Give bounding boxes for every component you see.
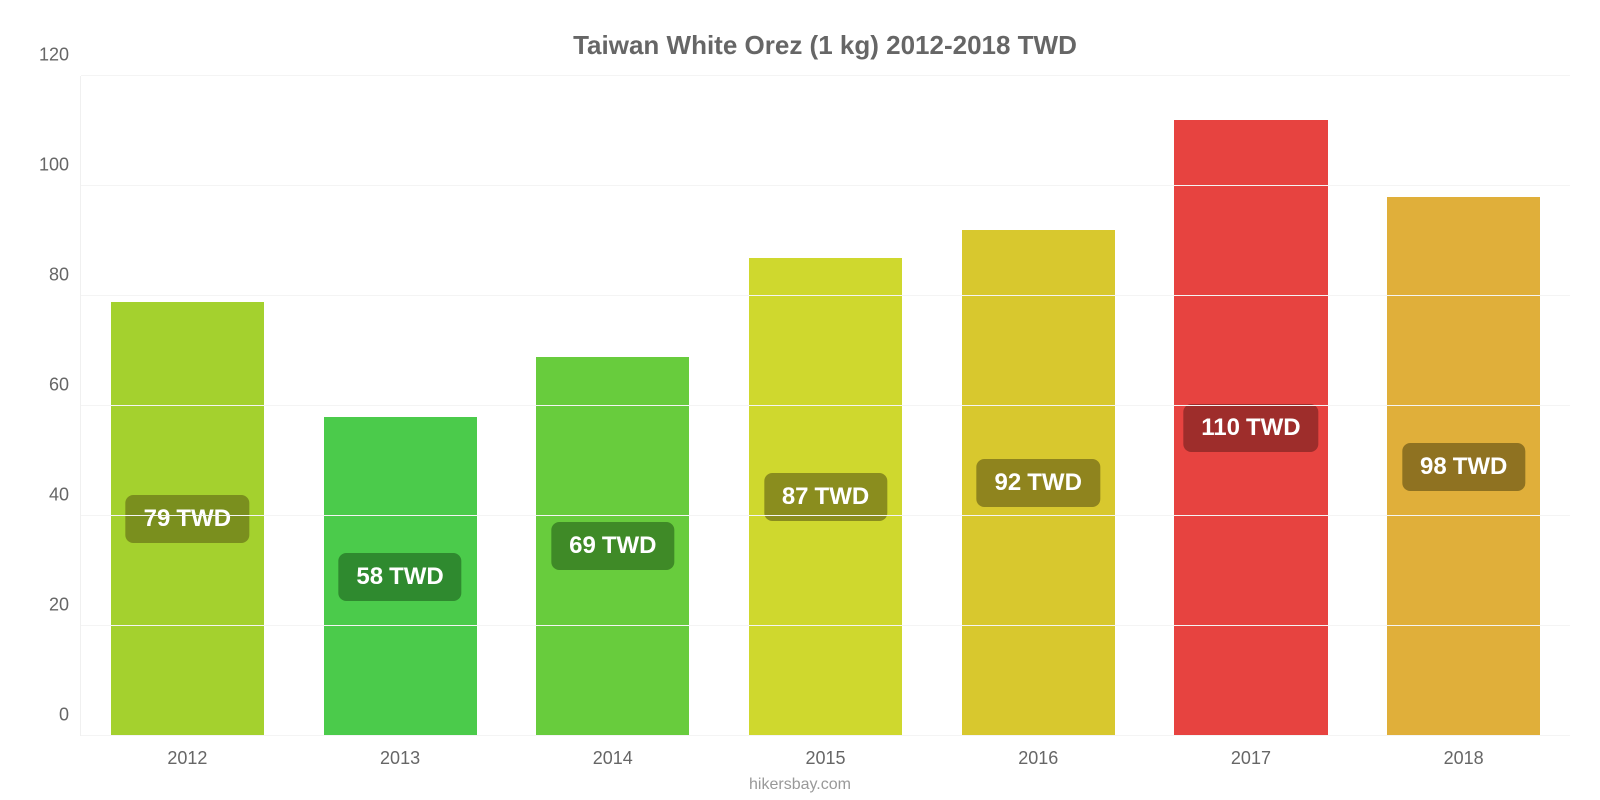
bar-slot: 69TWD [506,76,719,736]
y-tick-label: 120 [39,45,81,66]
y-tick-label: 0 [59,705,81,726]
bar-currency: TWD [389,563,444,591]
bar-value: 69 [569,532,596,560]
bar-value-label: 98TWD [1402,443,1525,491]
gridline [81,75,1570,76]
bar: 87TWD [749,258,902,737]
bar-value: 58 [356,563,383,591]
y-tick-label: 40 [49,485,81,506]
bar-currency: TWD [815,483,870,511]
bar-value: 87 [782,483,809,511]
bar-value: 110 [1201,414,1240,442]
bar-value: 92 [995,469,1022,497]
bar: 58TWD [324,417,477,736]
y-tick-label: 80 [49,265,81,286]
source-attribution: hikersbay.com [0,776,1600,794]
bar-currency: TWD [176,505,231,533]
x-tick-label: 2013 [294,748,507,769]
chart-container: Taiwan White Orez (1 kg) 2012-2018 TWD 7… [0,0,1600,800]
bar: 98TWD [1387,197,1540,736]
plot-area: 79TWD58TWD69TWD87TWD92TWD110TWD98TWD 201… [80,76,1570,736]
gridline [81,185,1570,186]
bar-slot: 98TWD [1357,76,1570,736]
bars-row: 79TWD58TWD69TWD87TWD92TWD110TWD98TWD [81,76,1570,736]
bar-slot: 58TWD [294,76,507,736]
bar-slot: 79TWD [81,76,294,736]
gridline [81,625,1570,626]
bar-value: 98 [1420,453,1447,481]
bar-value-label: 87TWD [764,473,887,521]
x-axis-labels: 2012201320142015201620172018 [81,736,1570,769]
x-tick-label: 2017 [1145,748,1358,769]
x-tick-label: 2012 [81,748,294,769]
bar-slot: 87TWD [719,76,932,736]
bar-value-label: 92TWD [977,459,1100,507]
bar-slot: 110TWD [1145,76,1358,736]
bar-value-label: 110TWD [1183,404,1318,452]
x-tick-label: 2018 [1357,748,1570,769]
bar-currency: TWD [602,532,657,560]
bar-currency: TWD [1246,414,1301,442]
gridline [81,295,1570,296]
bar-value-label: 58TWD [338,553,461,601]
y-tick-label: 20 [49,595,81,616]
x-tick-label: 2014 [506,748,719,769]
y-tick-label: 100 [39,155,81,176]
bar-slot: 92TWD [932,76,1145,736]
bar: 79TWD [111,302,264,737]
y-tick-label: 60 [49,375,81,396]
bar-currency: TWD [1453,453,1508,481]
bar-value-label: 69TWD [551,522,674,570]
bar-value-label: 79TWD [126,495,249,543]
x-tick-label: 2016 [932,748,1145,769]
bar-value: 79 [144,505,171,533]
bar: 110TWD [1174,120,1327,736]
chart-title: Taiwan White Orez (1 kg) 2012-2018 TWD [80,30,1570,61]
bar: 69TWD [536,357,689,737]
gridline [81,405,1570,406]
bar: 92TWD [962,230,1115,736]
x-tick-label: 2015 [719,748,932,769]
bar-currency: TWD [1027,469,1082,497]
gridline [81,515,1570,516]
gridline [81,735,1570,736]
